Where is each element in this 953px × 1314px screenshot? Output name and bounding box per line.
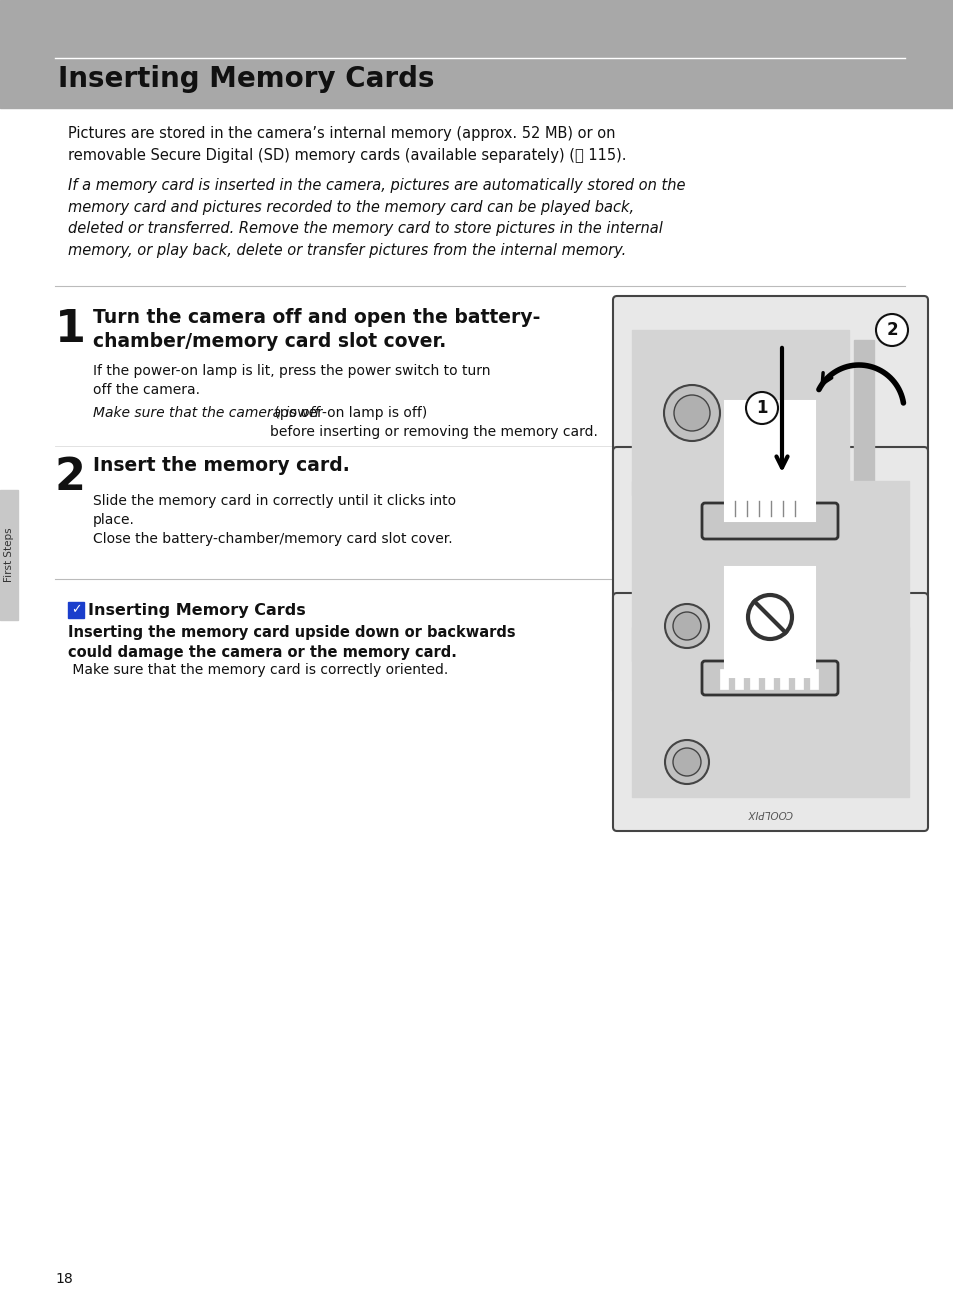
Circle shape [672,748,700,777]
Bar [780,669,787,689]
Text: COOLPIX: COOLPIX [726,501,772,511]
Bar [0,490,18,620]
Text: 1: 1 [55,307,86,351]
Bar [794,669,802,689]
Text: 2: 2 [55,456,86,499]
Bar [68,602,84,618]
Text: COOLPIX: COOLPIX [746,808,792,819]
Bar [724,568,814,677]
Text: Close the battery-chamber/memory card slot cover.: Close the battery-chamber/memory card sl… [92,532,452,547]
Bar [631,627,908,798]
Text: Slide the memory card in correctly until it clicks into
place.: Slide the memory card in correctly until… [92,494,456,527]
FancyBboxPatch shape [613,593,927,830]
Circle shape [673,396,709,431]
Text: 18: 18 [55,1272,72,1286]
Text: 2: 2 [885,321,897,339]
Text: If a memory card is inserted in the camera, pictures are automatically stored on: If a memory card is inserted in the came… [68,177,685,258]
Circle shape [664,740,708,784]
Text: (power-on lamp is off)
before inserting or removing the memory card.: (power-on lamp is off) before inserting … [270,406,598,439]
Text: Turn the camera off and open the battery-
chamber/memory card slot cover.: Turn the camera off and open the battery… [92,307,539,351]
Bar [749,669,758,689]
FancyBboxPatch shape [701,503,837,539]
Text: First Steps: First Steps [4,528,14,582]
FancyBboxPatch shape [613,296,927,524]
Bar [809,669,817,689]
FancyBboxPatch shape [701,661,837,695]
Text: ✓: ✓ [71,603,81,616]
Bar [764,669,772,689]
FancyBboxPatch shape [613,447,927,695]
Text: Insert the memory card.: Insert the memory card. [92,456,350,474]
Bar [720,669,727,689]
Bar [0,0,953,108]
Circle shape [745,392,778,424]
Bar [631,481,908,661]
Circle shape [664,604,708,648]
Text: Inserting Memory Cards: Inserting Memory Cards [88,603,305,618]
Bar [631,330,848,495]
Circle shape [672,612,700,640]
Text: COOLPIX: COOLPIX [746,671,792,682]
Text: 1: 1 [756,399,767,417]
Text: Inserting the memory card upside down or backwards
could damage the camera or th: Inserting the memory card upside down or… [68,625,515,660]
Text: removable Secure Digital (SD) memory cards (available separately) (Ⓜ 115).: removable Secure Digital (SD) memory car… [68,148,626,163]
Circle shape [875,314,907,346]
Text: Pictures are stored in the camera’s internal memory (approx. 52 MB) or on: Pictures are stored in the camera’s inte… [68,126,615,141]
Text: Make sure that the camera is off: Make sure that the camera is off [92,406,319,420]
Text: If the power-on lamp is lit, press the power switch to turn
off the camera.: If the power-on lamp is lit, press the p… [92,364,490,397]
Bar [724,401,814,520]
Bar [734,669,742,689]
Circle shape [663,385,720,442]
Text: Make sure that the memory card is correctly oriented.: Make sure that the memory card is correc… [68,664,448,677]
Bar [853,340,873,485]
Text: Inserting Memory Cards: Inserting Memory Cards [58,64,434,93]
